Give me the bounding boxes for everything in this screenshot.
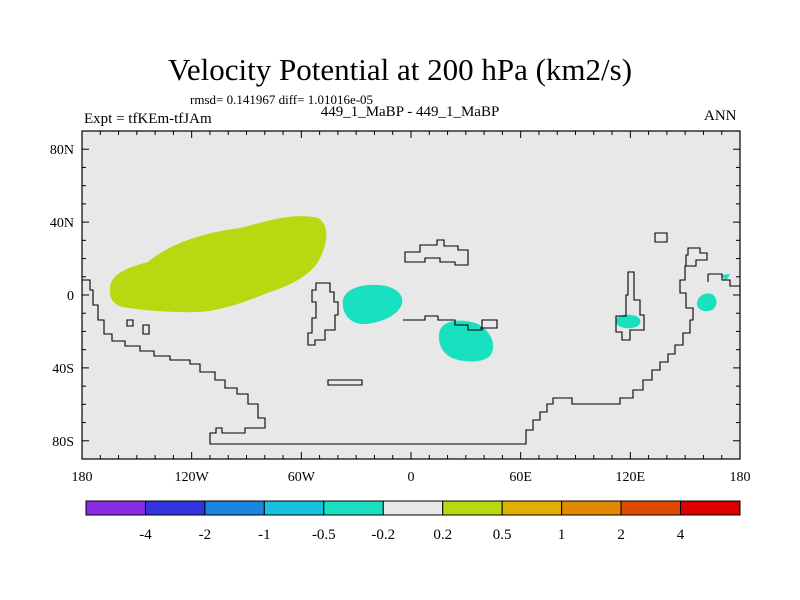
lon-tick-label: 120E	[616, 470, 646, 485]
lat-tick-label: 40N	[50, 216, 74, 231]
lon-tick-label: 60E	[509, 470, 532, 485]
negative-anomaly-date-line	[721, 274, 730, 281]
colorbar-swatch	[561, 500, 622, 516]
plot-subtitle: 449_1_MaBP - 449_1_MaBP	[320, 104, 500, 120]
colorbar-label: -0.2	[371, 527, 395, 543]
lon-tick-label: 180	[72, 470, 93, 485]
lat-tick-label: 40S	[52, 362, 74, 377]
coastline-north-america	[82, 247, 708, 445]
colorbar-swatch	[323, 500, 384, 516]
colorbar-label: 4	[677, 527, 685, 543]
stats-line: rmsd= 0.141967 diff= 1.01016e-05	[190, 92, 374, 107]
colorbar-label: -2	[199, 527, 212, 543]
contour-fills	[109, 216, 730, 362]
lat-tick-label: 80S	[52, 435, 74, 450]
negative-anomaly-indonesia	[615, 314, 641, 329]
colorbar-label: 1	[558, 527, 566, 543]
negative-anomaly-west-pacific	[697, 293, 717, 312]
experiment-label: Expt = tfKEm-tfJAm	[84, 111, 212, 127]
lat-tick-label: 0	[67, 289, 74, 304]
positive-anomaly-north-pacific	[109, 216, 327, 313]
colorbar-swatch	[620, 500, 682, 516]
colorbar-swatch	[85, 500, 146, 516]
lat-tick-label: 80N	[50, 143, 74, 158]
colorbar-label: 0.5	[493, 527, 512, 543]
colorbar-swatch	[263, 500, 325, 516]
colorbar-swatch	[382, 500, 444, 516]
coastline-indonesia-north	[615, 271, 645, 341]
colorbar-swatch	[680, 500, 741, 516]
coastline-africa-west	[307, 282, 339, 346]
colorbar-label: -4	[139, 527, 152, 543]
colorbar-swatch	[501, 500, 563, 516]
coastline-japan	[654, 232, 668, 243]
coastline-small-islands	[126, 319, 150, 335]
longitude-labels: 180 120W 60W 0 60E 120E 180	[72, 470, 751, 485]
season-label: ANN	[704, 108, 737, 124]
negative-anomaly-west-africa	[342, 284, 403, 325]
plot-title: Velocity Potential at 200 hPa (km2/s)	[167, 52, 633, 87]
lon-tick-label: 60W	[288, 470, 316, 485]
colorbar	[85, 500, 741, 516]
colorbar-label: 0.2	[433, 527, 452, 543]
colorbar-label: 2	[617, 527, 625, 543]
lon-tick-label: 180	[730, 470, 751, 485]
coastline-africa-south	[403, 315, 498, 331]
lon-tick-label: 0	[408, 470, 415, 485]
colorbar-swatch	[442, 500, 503, 516]
coastlines	[82, 232, 741, 445]
colorbar-label: -1	[258, 527, 271, 543]
colorbar-label: -0.5	[312, 527, 336, 543]
coastline-patagonia	[327, 379, 363, 386]
lon-tick-label: 120W	[175, 470, 210, 485]
colorbar-swatch	[204, 500, 265, 516]
coastline-europe	[404, 239, 469, 266]
axis-ticks	[81, 130, 741, 460]
negative-anomaly-south-africa	[438, 320, 494, 362]
colorbar-swatch	[144, 500, 206, 516]
colorbar-labels: -4 -2 -1 -0.5 -0.2 0.2 0.5 1 2 4	[139, 527, 685, 543]
latitude-labels: 80N 40N 0 40S 80S	[50, 143, 74, 450]
